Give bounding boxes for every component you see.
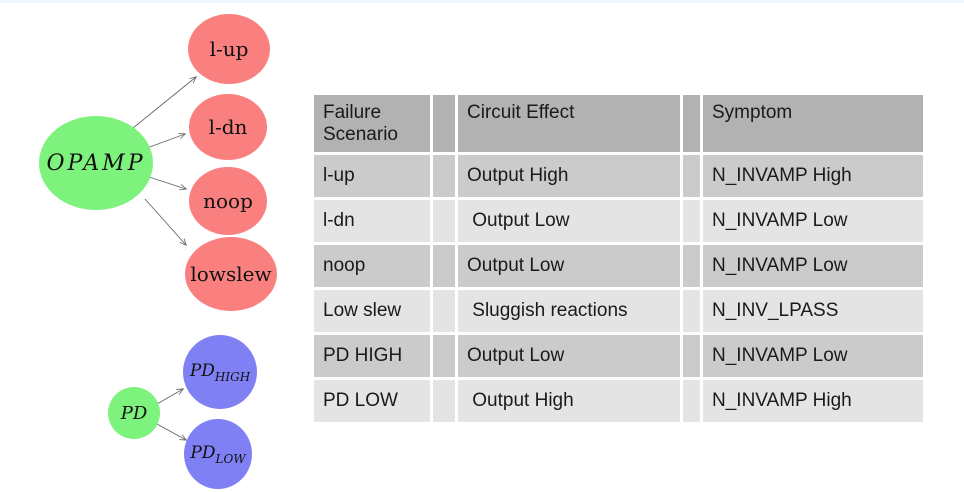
column-header-failure-scenario: Failure Scenario [314,95,430,152]
node-pdlow-label-sub: LOW [214,452,247,466]
node-pdhigh-shape [183,335,257,409]
node-lowslew: lowslew [185,237,277,311]
table-header-row: Failure Scenario Circuit Effect Symptom [314,95,923,152]
node-pdhigh: PDHIGH [183,335,257,409]
table-spacer-cell [433,245,455,287]
edge-opamp-lup [132,77,196,129]
cell-effect: Output High [458,380,680,422]
diagram-edges [132,77,196,440]
node-opamp-shape [39,116,153,210]
node-lup-shape [188,14,270,84]
cell-effect: Output Low [458,335,680,377]
table-spacer-cell [433,200,455,242]
cell-scenario: noop [314,245,430,287]
table-row: l-dn Output Low N_INVAMP Low [314,200,923,242]
edge-opamp-noop [148,176,186,189]
table-spacer-cell [433,290,455,332]
node-ldn-label: l-dn [209,115,248,139]
edge-opamp-lowslew [144,198,186,245]
column-header-circuit-effect: Circuit Effect [458,95,680,152]
node-lowslew-label: lowslew [190,262,271,286]
table-row: PD HIGH Output Low N_INVAMP Low [314,335,923,377]
table-spacer-cell [683,155,700,197]
node-opamp: OPAMP [39,116,153,210]
edge-pd-pdhigh [156,389,183,405]
node-noop: noop [189,167,267,235]
table-spacer-cell [433,155,455,197]
table-spacer-cell [683,380,700,422]
table-spacer-cell [683,290,700,332]
table-spacer-cell [433,380,455,422]
cell-scenario: Low slew [314,290,430,332]
node-noop-shape [189,167,267,235]
table-row: Low slew Sluggish reactions N_INV_LPASS [314,290,923,332]
node-pd-shape [108,387,160,439]
node-pdhigh-label-main: PD [189,361,215,381]
cell-symptom: N_INV_LPASS [703,290,923,332]
table-spacer-cell [683,245,700,287]
node-pd: PD [108,387,160,439]
cell-scenario: PD LOW [314,380,430,422]
cell-effect: Output Low [458,200,680,242]
table-row: noop Output Low N_INVAMP Low [314,245,923,287]
cell-symptom: N_INVAMP High [703,155,923,197]
table-spacer-cell [683,95,700,152]
node-pdhigh-label-sub: HIGH [214,370,251,384]
cell-symptom: N_INVAMP High [703,380,923,422]
cell-effect: Output High [458,155,680,197]
failure-scenario-table: Failure Scenario Circuit Effect Symptom … [314,95,923,425]
cell-symptom: N_INVAMP Low [703,335,923,377]
cell-effect: Sluggish reactions [458,290,680,332]
node-pd-label: PD [120,403,148,424]
cell-scenario: PD HIGH [314,335,430,377]
node-pdhigh-label: PDHIGH [189,361,251,384]
cell-scenario: l-up [314,155,430,197]
table-spacer-cell [683,200,700,242]
table-spacer-cell [433,95,455,152]
cell-symptom: N_INVAMP Low [703,245,923,287]
fault-tree-diagram: OPAMP l-up l-dn noop lowslew PD PDHIGH [39,14,277,489]
node-ldn: l-dn [189,94,267,160]
node-pdlow-label: PDLOW [189,443,247,466]
node-pdlow-label-main: PD [189,443,215,463]
node-pdlow: PDLOW [184,419,252,489]
cell-effect: Output Low [458,245,680,287]
table-spacer-cell [433,335,455,377]
node-ldn-shape [189,94,267,160]
node-lup-label: l-up [210,37,249,61]
node-lowslew-shape [185,237,277,311]
node-pdlow-shape [184,419,252,489]
edge-opamp-ldn [146,134,185,149]
node-noop-label: noop [203,189,253,213]
table-spacer-cell [683,335,700,377]
cell-scenario: l-dn [314,200,430,242]
table-row: l-up Output High N_INVAMP High [314,155,923,197]
node-lup: l-up [188,14,270,84]
node-opamp-label: OPAMP [46,151,145,176]
table-row: PD LOW Output High N_INVAMP High [314,380,923,422]
cell-symptom: N_INVAMP Low [703,200,923,242]
column-header-symptom: Symptom [703,95,923,152]
window-top-edge [0,0,964,3]
edge-pd-pdlow [156,423,186,440]
